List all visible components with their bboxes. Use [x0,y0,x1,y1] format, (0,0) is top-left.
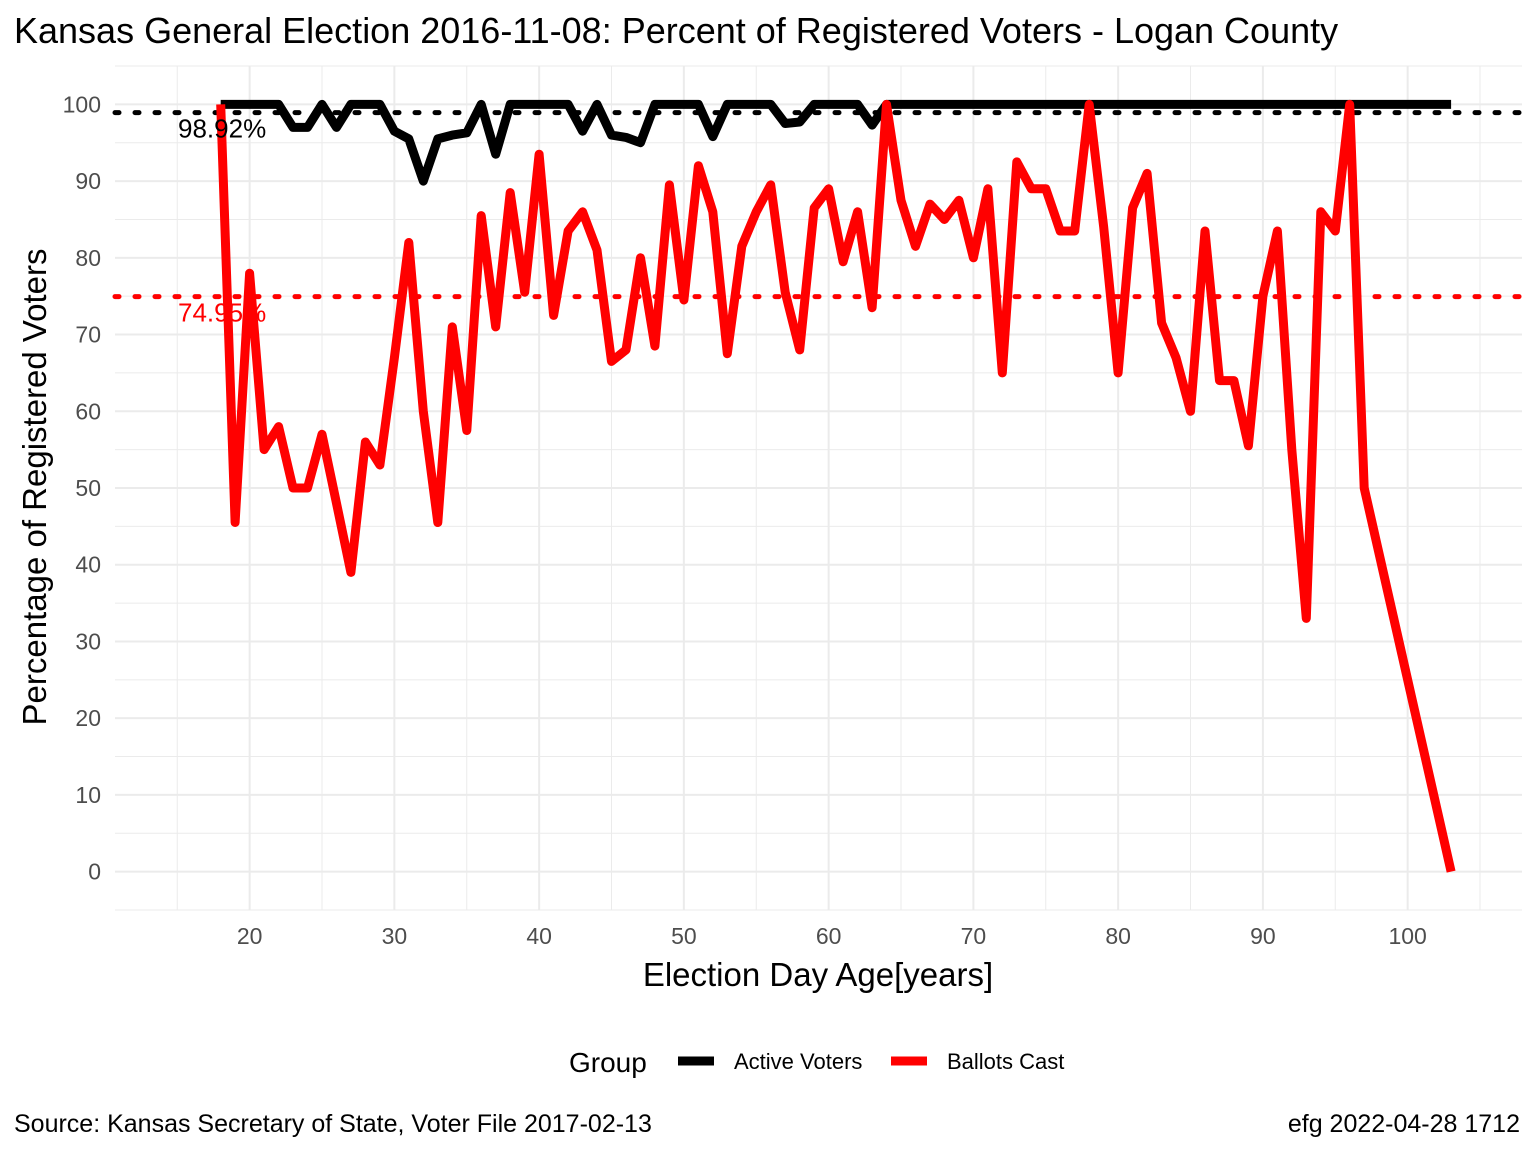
x-tick-label: 80 [1105,923,1131,949]
legend-label-active-voters: Active Voters [734,1049,862,1074]
y-tick-label: 0 [88,859,101,885]
x-tick-label: 90 [1250,923,1276,949]
x-axis-title: Election Day Age[years] [643,956,993,993]
x-tick-label: 70 [961,923,987,949]
y-tick-label: 30 [75,628,101,654]
source-caption: Source: Kansas Secretary of State, Voter… [14,1110,652,1138]
legend: Group Active Voters Ballots Cast [569,1047,1064,1078]
y-tick-label: 90 [75,168,101,194]
x-tick-label: 40 [526,923,552,949]
y-tick-label: 10 [75,782,101,808]
x-tick-label: 100 [1388,923,1426,949]
y-tick-labels: 0 10 20 30 40 50 60 70 80 90 100 [63,91,101,884]
y-tick-label: 60 [75,398,101,424]
series-lines [216,99,1456,873]
reference-lines [112,110,1525,300]
x-tick-label: 30 [382,923,408,949]
y-tick-label: 50 [75,475,101,501]
y-tick-label: 100 [63,91,101,117]
y-tick-label: 80 [75,245,101,271]
y-axis-title: Percentage of Registered Voters [16,249,53,726]
y-tick-label: 70 [75,322,101,348]
reference-label: 98.92% [178,114,266,144]
x-tick-label: 20 [237,923,263,949]
series-line [220,99,1452,186]
x-tick-label: 60 [816,923,842,949]
reference-labels: 98.92% 74.95% [178,114,266,328]
series-line [216,99,1456,873]
grid [115,65,1522,911]
legend-label-ballots-cast: Ballots Cast [947,1049,1064,1074]
reference-label: 74.95% [178,298,266,328]
chart-title: Kansas General Election 2016-11-08: Perc… [14,10,1338,51]
credit-caption: efg 2022-04-28 1712 [1288,1110,1520,1138]
x-tick-labels: 20 30 40 50 60 70 80 90 100 [237,923,1427,949]
y-tick-label: 20 [75,705,101,731]
x-tick-label: 50 [671,923,697,949]
legend-title: Group [569,1047,647,1078]
y-tick-label: 40 [75,552,101,578]
